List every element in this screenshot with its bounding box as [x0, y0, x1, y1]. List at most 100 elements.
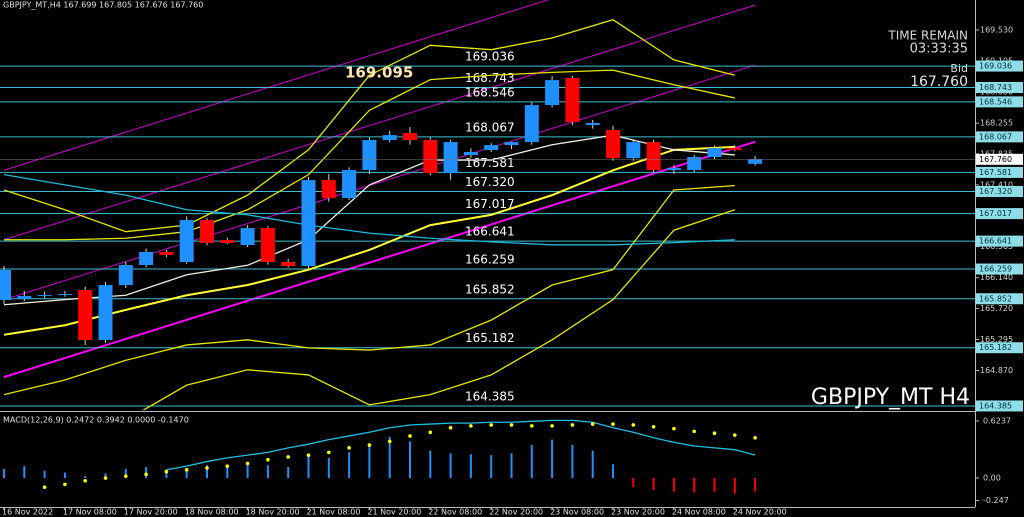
level-label: 166.641 — [465, 225, 515, 239]
y-tick-label: 0.00 — [983, 474, 1001, 483]
level-price-label: 168.546 — [979, 97, 1012, 106]
candle-body — [626, 142, 641, 159]
candle-body — [606, 130, 620, 159]
signal-dot — [367, 443, 372, 447]
candle-body — [748, 159, 763, 164]
level-label: 167.581 — [465, 156, 515, 170]
level-price-box — [976, 166, 1023, 178]
level-price-box — [976, 185, 1023, 197]
candle-body — [707, 148, 722, 158]
candle-body — [524, 105, 539, 143]
y-tick-label: 0.6237 — [983, 416, 1011, 425]
signal-dot — [448, 425, 453, 430]
level-price-label: 166.259 — [979, 265, 1012, 274]
candle-body — [382, 135, 397, 141]
axes: 169.530169.105168.680168.255167.835167.4… — [2, 25, 1023, 517]
indicator-line — [3, 184, 735, 396]
signal-dot — [63, 482, 67, 487]
level-label: 165.852 — [465, 282, 515, 296]
indicator-line — [3, 174, 735, 246]
y-tick-label: 165.295 — [980, 335, 1013, 344]
candle-body — [666, 168, 681, 171]
signal-dot — [306, 453, 311, 457]
candle-body — [139, 251, 154, 266]
signal-dot — [408, 434, 412, 438]
signal-dot — [42, 485, 47, 489]
indicator-line — [4, 69, 735, 241]
level-price-box — [976, 60, 1023, 72]
chart-title: GBPJPY_MT,H4 167.699 167.805 167.676 167… — [3, 1, 203, 10]
channel-line — [3, 64, 756, 301]
level-label: 168.067 — [465, 120, 515, 134]
level-price-label: 165.182 — [979, 343, 1012, 352]
candle-body — [585, 123, 600, 126]
signal-dot — [164, 469, 169, 474]
level-price-box — [976, 235, 1023, 247]
level-label: 168.743 — [465, 71, 515, 85]
candle-body — [98, 285, 113, 340]
y-tick-label: 166.565 — [980, 242, 1013, 251]
macd-line — [166, 419, 756, 471]
x-tick-label: 18 Nov 20:00 — [246, 508, 300, 517]
x-tick-label: 21 Nov 08:00 — [307, 508, 361, 517]
bid-value: 167.760 — [910, 74, 968, 90]
indicator-line — [142, 209, 736, 410]
signal-dot — [672, 426, 676, 431]
signal-dot — [712, 431, 717, 436]
candle-body — [78, 289, 93, 340]
candle-body — [281, 262, 296, 267]
level-label: 167.017 — [465, 197, 515, 211]
x-tick-label: 24 Nov 20:00 — [733, 508, 787, 517]
level-price-box — [976, 96, 1023, 108]
channel-line — [3, 4, 756, 241]
candle-body — [118, 265, 133, 286]
candle-body — [179, 220, 194, 263]
y-tick-label: 167.410 — [980, 180, 1013, 189]
candle-body — [159, 251, 174, 255]
candle-body — [200, 220, 214, 244]
candle-body — [545, 80, 560, 106]
level-price-label: 166.641 — [979, 237, 1012, 246]
x-tick-label: 23 Nov 20:00 — [611, 508, 665, 517]
bid-price-label: 167.760 — [979, 155, 1012, 164]
signal-dot — [530, 424, 534, 428]
level-price-box — [976, 81, 1023, 93]
y-tick-label: -0.247 — [983, 496, 1009, 505]
candle-body — [321, 180, 336, 199]
signal-dot — [428, 430, 433, 435]
x-tick-label: 23 Nov 08:00 — [550, 508, 604, 517]
signal-dot — [144, 472, 148, 477]
y-tick-label: 166.140 — [980, 273, 1013, 282]
level-price-label: 169.036 — [979, 62, 1012, 71]
level-price-box — [976, 208, 1023, 220]
candle-body — [17, 295, 32, 299]
signal-dot — [733, 433, 737, 437]
level-price-label: 167.581 — [979, 168, 1012, 177]
bid-label: Bid — [950, 62, 968, 75]
candle-body — [687, 157, 702, 171]
level-price-label: 168.743 — [979, 83, 1012, 92]
level-price-box — [976, 400, 1023, 412]
signal-dot — [83, 478, 87, 483]
signal-dot — [753, 435, 757, 440]
y-tick-label: 164.870 — [980, 366, 1013, 375]
candle-body — [0, 270, 11, 301]
signal-dot — [103, 476, 108, 480]
watermark: GBPJPY_MT H4 — [811, 385, 970, 410]
signal-dot — [245, 461, 250, 466]
candle-body — [727, 148, 742, 151]
candle-body — [220, 240, 235, 244]
candle-body — [646, 142, 661, 171]
x-tick-label: 21 Nov 20:00 — [367, 508, 421, 517]
y-tick-label: 168.255 — [980, 119, 1013, 128]
candle-body — [260, 228, 275, 263]
level-price-box — [976, 293, 1023, 305]
signal-dot — [469, 424, 473, 428]
macd-panel — [3, 419, 757, 494]
signal-dot — [266, 457, 270, 462]
signal-dot — [225, 464, 230, 468]
level-price-label: 164.385 — [979, 401, 1012, 410]
